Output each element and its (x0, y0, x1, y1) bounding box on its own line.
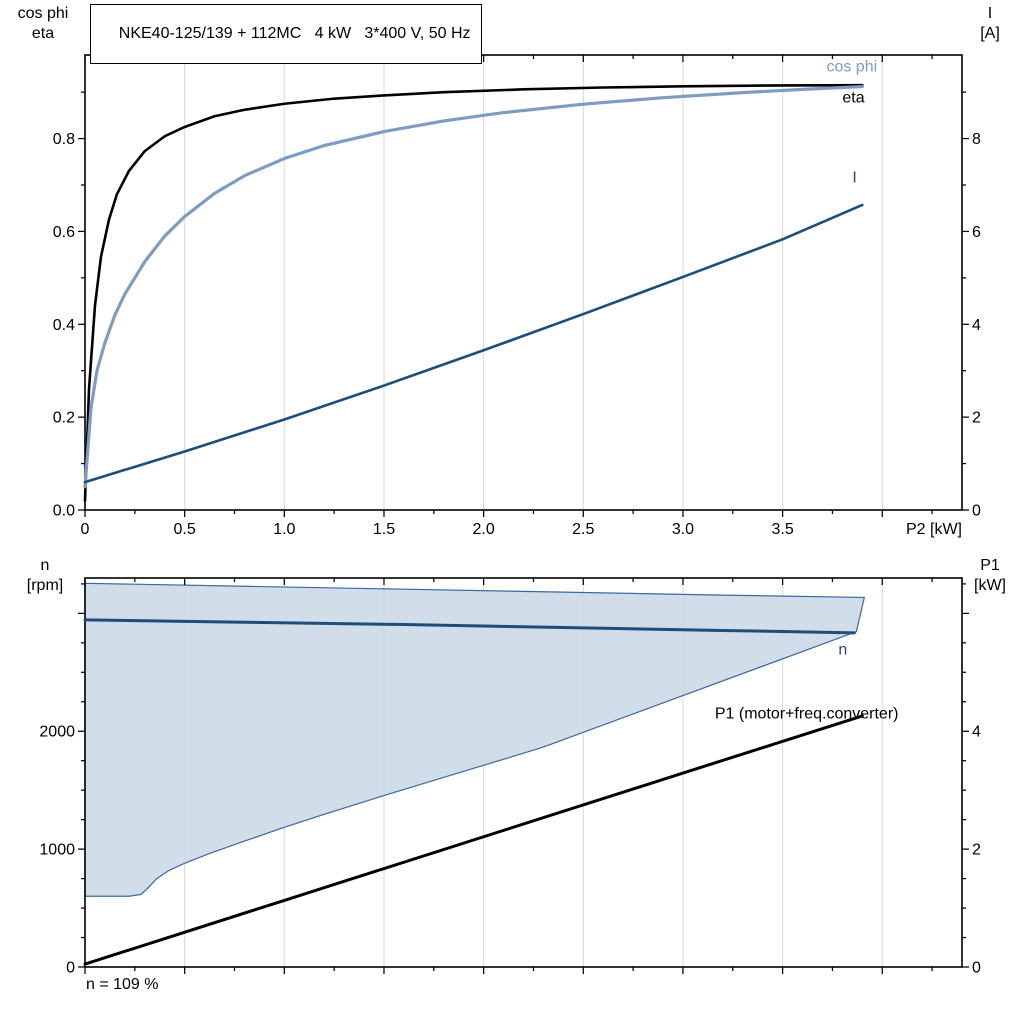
top-left-axis-label: cos phi eta (6, 4, 80, 44)
series-p1-motor-freq-converter- (83, 714, 864, 966)
curve-label-cos-phi: cos phi (826, 58, 877, 75)
svg-text:2: 2 (972, 842, 981, 859)
plot-frame (84, 577, 963, 968)
svg-text:2.0: 2.0 (473, 521, 495, 538)
svg-text:0: 0 (972, 960, 981, 977)
y-left-axis-label-line2: eta (31, 25, 55, 42)
svg-text:1.5: 1.5 (373, 521, 395, 538)
chart-title-box: NKE40-125/139 + 112MC 4 kW 3*400 V, 50 H… (90, 4, 482, 64)
svg-text:0.8: 0.8 (53, 131, 75, 148)
svg-text:1.0: 1.0 (273, 521, 295, 538)
svg-text:3.5: 3.5 (771, 521, 793, 538)
axis-ticks (78, 55, 969, 517)
svg-text:0.0: 0.0 (53, 503, 75, 520)
svg-text:8: 8 (972, 131, 981, 148)
curve-label-n: n (838, 642, 847, 659)
bottom-right-axis-label: P1 [kW] (960, 556, 1020, 596)
curve-label-p1-motor-freq-converter-: P1 (motor+freq.converter) (715, 705, 899, 722)
y-left-axis-label-line1: cos phi (17, 5, 69, 22)
svg-text:4: 4 (972, 724, 981, 741)
bottom-left-axis-label: n [rpm] (10, 556, 80, 596)
operating-range-area (84, 582, 865, 897)
tick-labels: 0 0.5 1.0 1.5 2.0 2.5 3.0 3.5 0.0 0.2 0.4 0.6 0.8 0 2 4… (53, 131, 981, 538)
speed-percentage-footnote: n = 109 % (86, 976, 159, 993)
axis-ticks (78, 578, 969, 974)
gridlines (184, 55, 883, 510)
x-axis-unit-label: P2 [kW] (905, 521, 962, 538)
svg-text:0: 0 (972, 503, 981, 520)
svg-text:0.4: 0.4 (53, 317, 75, 334)
svg-text:6: 6 (972, 224, 981, 241)
series-i (83, 203, 864, 484)
top-right-axis-label: I [A] (960, 4, 1020, 44)
series-cos-phi (83, 84, 864, 489)
y-right-axis-label-line2: [A] (980, 25, 1000, 42)
chart-panel-bottom: 0 1000 2000 0 2 4 n P1 (motor+freq.converter) (39, 577, 981, 977)
chart-title: NKE40-125/139 + 112MC 4 kW 3*400 V, 50 H… (118, 25, 471, 42)
curve-label-i: I (852, 170, 856, 187)
svg-text:4: 4 (972, 317, 981, 334)
tick-labels: 0 1000 2000 0 2 4 (39, 724, 981, 977)
n-axis-label-line1: n (40, 557, 50, 574)
svg-text:0.2: 0.2 (53, 410, 75, 427)
svg-text:0.5: 0.5 (174, 521, 196, 538)
svg-text:0: 0 (81, 521, 90, 538)
chart-panel-top: 0 0.5 1.0 1.5 2.0 2.5 3.0 3.5 0.0 0.2 0.4 0.6 0.8 0 2 4… (53, 54, 981, 538)
svg-text:0.6: 0.6 (53, 224, 75, 241)
p1-axis-label-line2: [kW] (974, 577, 1006, 594)
svg-text:2000: 2000 (39, 724, 75, 741)
n-axis-label-line2: [rpm] (26, 577, 64, 594)
p1-axis-label-line1: P1 (980, 557, 1000, 574)
svg-text:2: 2 (972, 410, 981, 427)
svg-text:3.0: 3.0 (672, 521, 694, 538)
svg-text:2.5: 2.5 (572, 521, 594, 538)
series-eta (83, 83, 864, 503)
plot-frame (84, 54, 963, 511)
series-n (83, 618, 856, 635)
svg-text:0: 0 (66, 960, 75, 977)
y-right-axis-label-line1: I (987, 5, 993, 22)
svg-text:1000: 1000 (39, 842, 75, 859)
curve-label-eta: eta (842, 89, 864, 106)
